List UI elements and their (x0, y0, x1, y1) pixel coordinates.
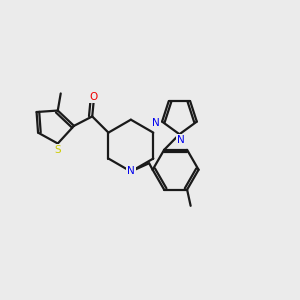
Text: N: N (177, 135, 185, 145)
Text: N: N (152, 118, 160, 128)
Text: N: N (127, 167, 135, 176)
Text: O: O (90, 92, 98, 102)
Text: S: S (55, 145, 61, 155)
